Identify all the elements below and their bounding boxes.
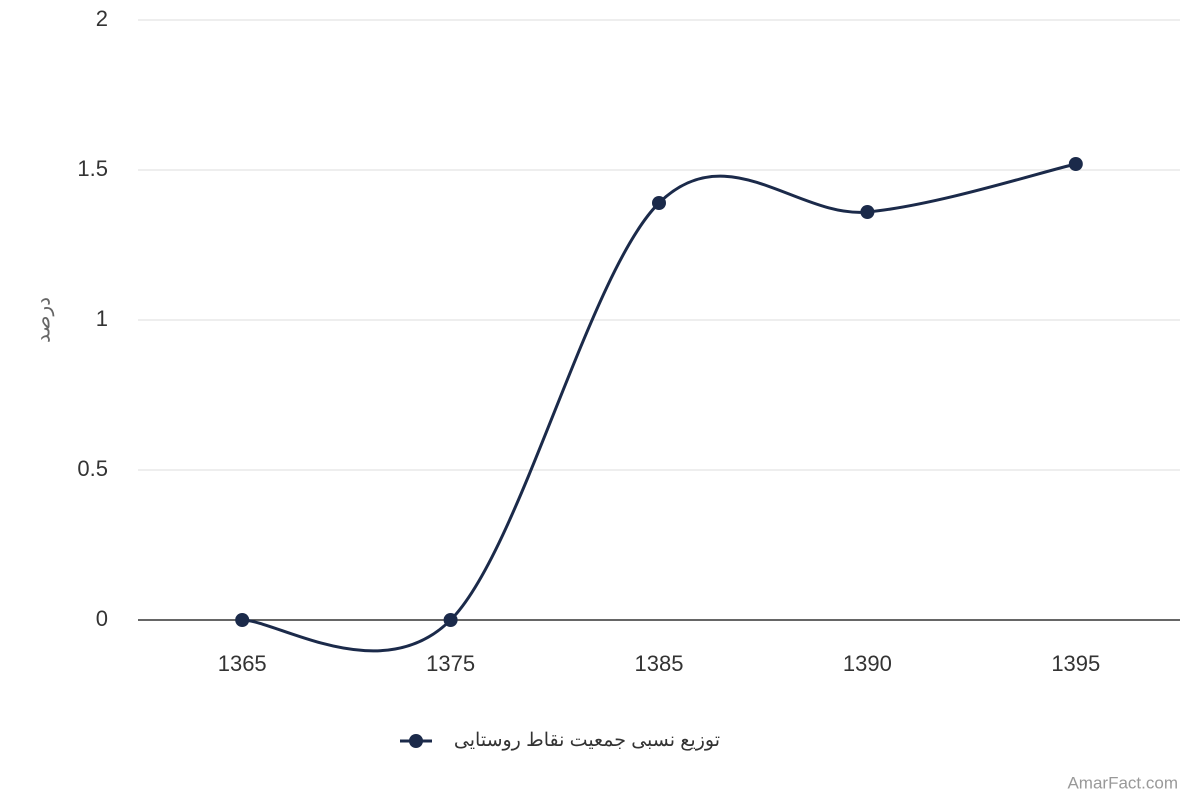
data-point xyxy=(652,196,666,210)
y-tick-label: 1 xyxy=(96,306,108,331)
credit: AmarFact.com xyxy=(1067,773,1178,792)
x-tick-label: 1385 xyxy=(635,651,684,676)
legend-label: توزیع نسبی جمعیت نقاط روستایی xyxy=(454,730,720,751)
x-tick-label: 1365 xyxy=(218,651,267,676)
series-line xyxy=(242,162,1077,653)
y-tick-label: 2 xyxy=(96,6,108,31)
y-tick-label: 1.5 xyxy=(77,156,108,181)
x-tick-label: 1395 xyxy=(1051,651,1100,676)
x-tick-label: 1375 xyxy=(426,651,475,676)
y-tick-label: 0.5 xyxy=(77,456,108,481)
y-tick-label: 0 xyxy=(96,606,108,631)
data-point xyxy=(443,613,458,627)
data-point xyxy=(860,205,875,219)
y-axis-label: درصد xyxy=(32,297,54,343)
data-point xyxy=(1068,157,1083,171)
legend-marker xyxy=(409,734,423,748)
x-tick-label: 1390 xyxy=(843,651,892,676)
data-point xyxy=(235,613,250,627)
